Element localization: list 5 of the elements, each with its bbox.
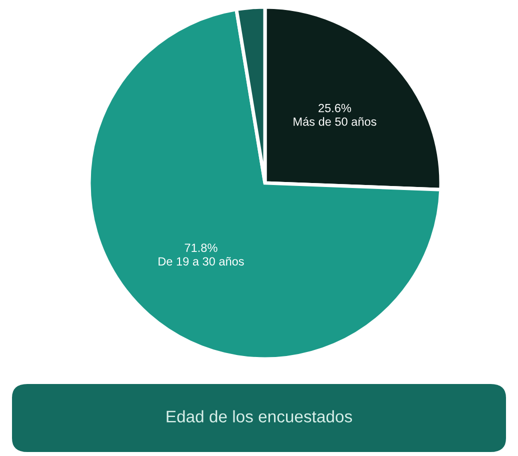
slice-label: De 19 a 30 años (158, 256, 244, 266)
data-label: 25.6% (318, 104, 352, 112)
data-label: 71.8% (184, 244, 218, 252)
text: Edad de los encuestados (166, 410, 352, 422)
slice-label: Más de 50 años (294, 117, 376, 126)
